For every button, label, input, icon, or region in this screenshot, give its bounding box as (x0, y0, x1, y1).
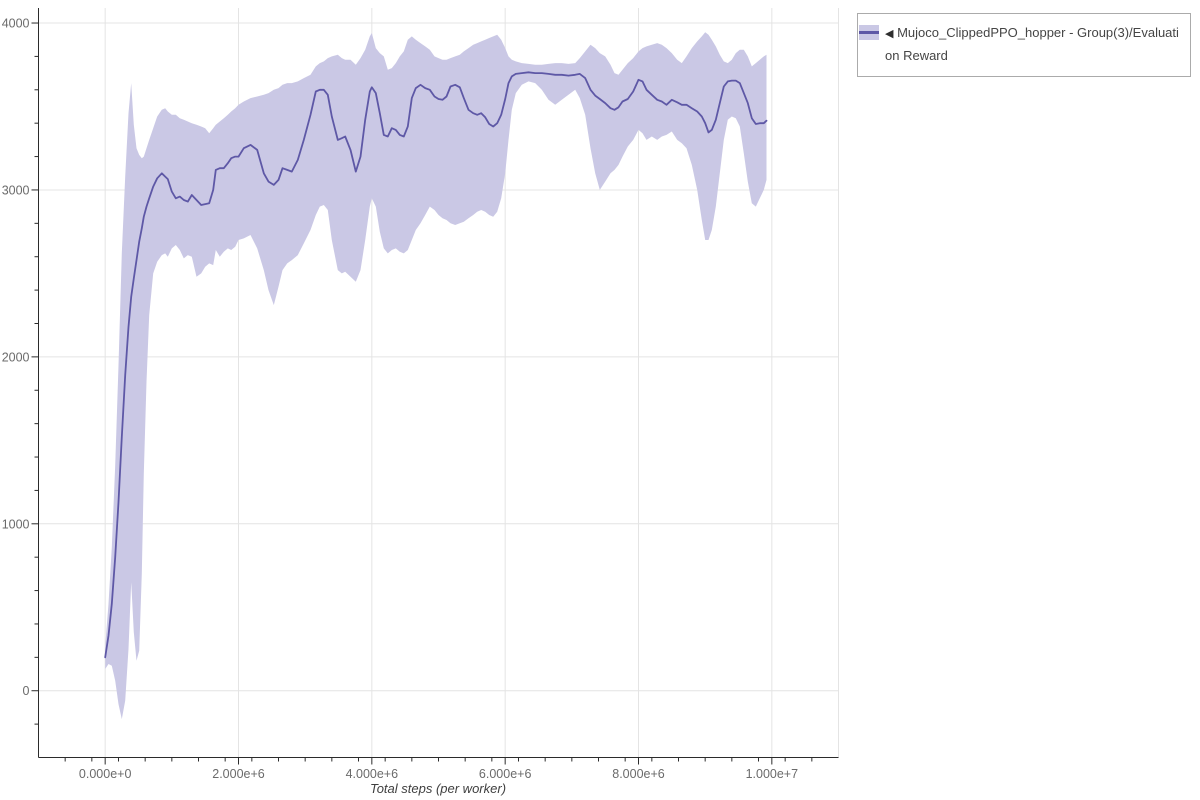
series-swatch-icon (859, 25, 879, 40)
x-tick-label: 8.000e+6 (612, 767, 665, 781)
gridlines (38, 8, 839, 758)
x-tick-label: 2.000e+6 (212, 767, 265, 781)
tick-labels: 0.000e+0 2.000e+6 4.000e+6 6.000e+6 8.000e+6… (2, 17, 798, 781)
collapse-triangle-icon[interactable]: ◀ (885, 28, 894, 40)
mean-line (104, 71, 768, 659)
legend-item-evaluation-reward[interactable]: ◀ Mujoco_ClippedPPO_hopper - Group(3)/Ev… (859, 22, 1186, 66)
y-tick-label: 4000 (2, 17, 30, 31)
y-tick-label: 1000 (2, 517, 30, 531)
x-axis-title: Total steps (per worker) (369, 781, 507, 796)
x-tick-label: 6.000e+6 (479, 767, 532, 781)
confidence-band (105, 32, 767, 720)
y-tick-label: 2000 (2, 350, 30, 364)
x-tick-label: 4.000e+6 (346, 767, 399, 781)
y-tick-label: 3000 (2, 183, 30, 197)
series-name: Mujoco_ClippedPPO_hopper - Group(3)/Eval… (885, 25, 1179, 63)
legend-label: ◀ Mujoco_ClippedPPO_hopper - Group(3)/Ev… (885, 22, 1186, 66)
x-tick-label: 1.000e+7 (746, 767, 799, 781)
legend-box: ◀ Mujoco_ClippedPPO_hopper - Group(3)/Ev… (857, 13, 1191, 77)
x-tick-label: 0.000e+0 (79, 767, 132, 781)
series-line-icon (859, 31, 879, 34)
axis-ticks (31, 22, 813, 765)
y-tick-label: 0 (23, 684, 30, 698)
